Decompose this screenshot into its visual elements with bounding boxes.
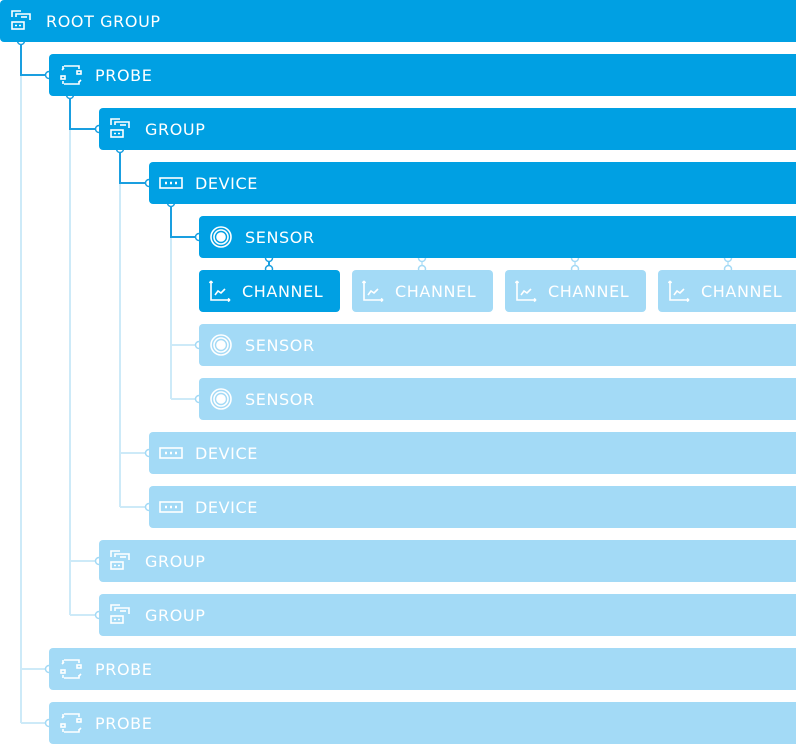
probe-icon (58, 62, 84, 88)
tree-node-probe[interactable]: PROBE (49, 54, 796, 96)
node-label: ROOT GROUP (46, 11, 161, 31)
tree-node-group[interactable]: GROUP (99, 540, 796, 582)
node-label: CHANNEL (701, 281, 783, 301)
sensor-icon (208, 386, 234, 412)
tree-node-sensor[interactable]: SENSOR (199, 378, 796, 420)
node-label: SENSOR (245, 335, 315, 355)
probe-icon (58, 656, 84, 682)
tree-node-sensor[interactable]: SENSOR (199, 324, 796, 366)
chart-icon (513, 278, 539, 304)
device-icon (158, 494, 184, 520)
group-icon (108, 548, 134, 574)
node-label: DEVICE (195, 173, 258, 193)
tree-node-group[interactable]: GROUP (99, 594, 796, 636)
group-icon (108, 116, 134, 142)
node-label: CHANNEL (395, 281, 477, 301)
chart-icon (666, 278, 692, 304)
tree-node-channel[interactable]: CHANNEL (199, 270, 340, 312)
tree-node-channel[interactable]: CHANNEL (352, 270, 493, 312)
chart-icon (207, 278, 233, 304)
node-label: SENSOR (245, 227, 315, 247)
tree-node-channel[interactable]: CHANNEL (658, 270, 796, 312)
tree-node-device[interactable]: DEVICE (149, 486, 796, 528)
group-icon (9, 8, 35, 34)
tree-node-device[interactable]: DEVICE (149, 162, 796, 204)
node-label: GROUP (145, 605, 206, 625)
tree-node-device[interactable]: DEVICE (149, 432, 796, 474)
node-label: GROUP (145, 119, 206, 139)
tree-node-probe[interactable]: PROBE (49, 648, 796, 690)
node-label: PROBE (95, 713, 153, 733)
group-icon (108, 602, 134, 628)
node-label: GROUP (145, 551, 206, 571)
tree-node-group[interactable]: GROUP (99, 108, 796, 150)
tree-node-channel[interactable]: CHANNEL (505, 270, 646, 312)
node-label: CHANNEL (242, 281, 324, 301)
device-icon (158, 170, 184, 196)
node-label: SENSOR (245, 389, 315, 409)
sensor-icon (208, 332, 234, 358)
node-label: DEVICE (195, 497, 258, 517)
device-icon (158, 440, 184, 466)
chart-icon (360, 278, 386, 304)
tree-node-root-group[interactable]: ROOT GROUP (0, 0, 796, 42)
node-label: DEVICE (195, 443, 258, 463)
node-label: PROBE (95, 659, 153, 679)
tree-node-sensor[interactable]: SENSOR (199, 216, 796, 258)
node-label: CHANNEL (548, 281, 630, 301)
tree-node-probe[interactable]: PROBE (49, 702, 796, 744)
node-label: PROBE (95, 65, 153, 85)
probe-icon (58, 710, 84, 736)
sensor-icon (208, 224, 234, 250)
